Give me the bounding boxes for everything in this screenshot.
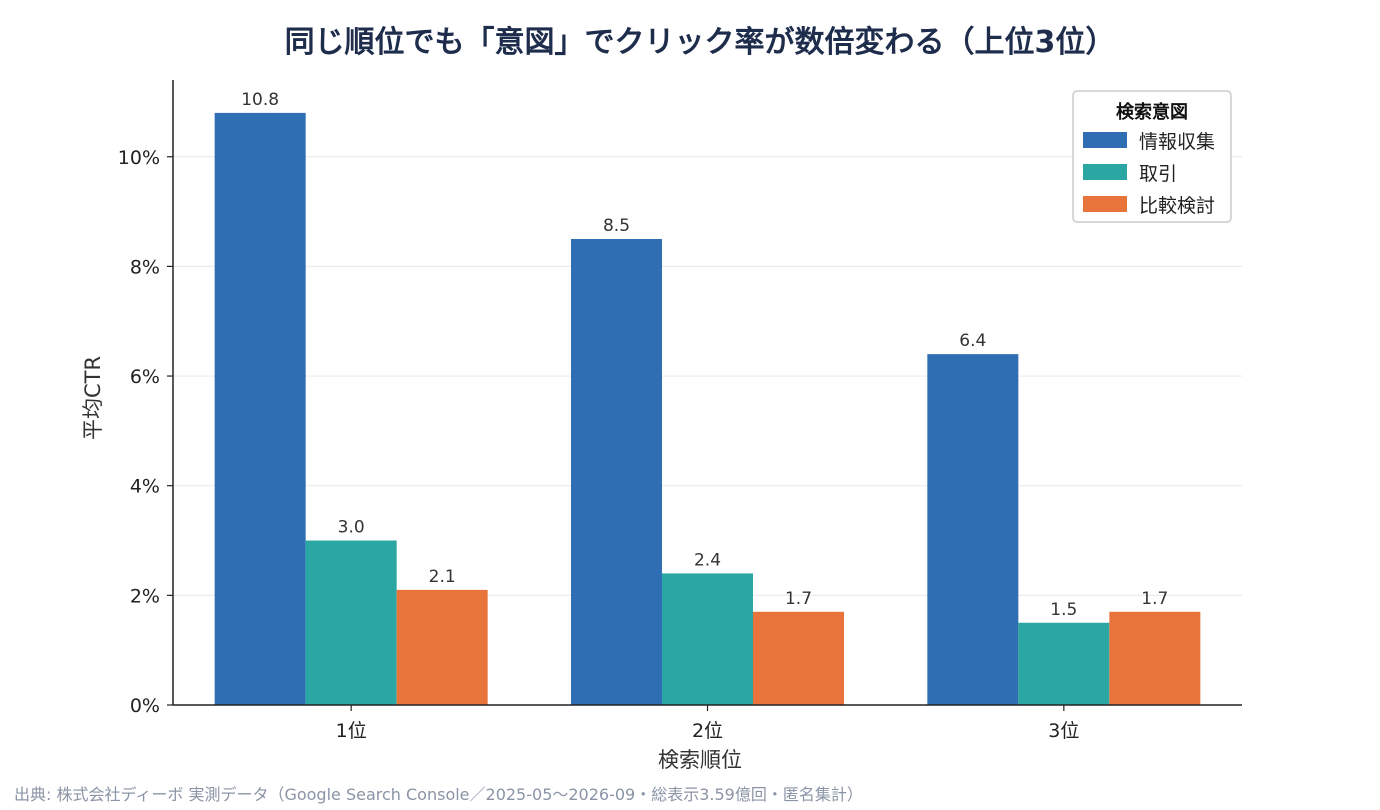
- data-labels: 10.8 3.0 2.1 8.5 2.4 1.7 6.4 1.5 1.7: [241, 90, 1168, 620]
- bar: [662, 573, 753, 705]
- x-tick-label: 2位: [692, 720, 723, 742]
- bar-value-label: 10.8: [241, 90, 279, 110]
- bar: [753, 611, 844, 705]
- bar-value-label: 3.0: [338, 518, 365, 538]
- bars: [214, 112, 1201, 706]
- bar: [396, 589, 488, 705]
- x-ticks: 1位 2位 3位: [336, 705, 1079, 742]
- y-tick-label: 2%: [130, 585, 160, 607]
- legend-entry-label: 取引: [1139, 163, 1177, 185]
- bar-value-label: 2.1: [429, 567, 456, 587]
- legend-title: 検索意図: [1116, 101, 1188, 123]
- legend-entry-label: 比較検討: [1139, 195, 1215, 217]
- bar: [927, 354, 1019, 705]
- bar-value-label: 2.4: [694, 550, 721, 570]
- y-tick-label: 8%: [130, 256, 160, 278]
- y-tick-label: 10%: [118, 147, 160, 169]
- y-tick-label: 6%: [130, 366, 160, 388]
- x-tick-label: 1位: [336, 720, 367, 742]
- legend-box: [1072, 90, 1232, 223]
- legend-entry-label: 情報収集: [1139, 131, 1215, 153]
- y-tick-label: 4%: [130, 476, 160, 498]
- bar: [571, 238, 662, 706]
- bar: [1109, 611, 1201, 705]
- bar-value-label: 8.5: [603, 216, 630, 236]
- x-axis-label: 検索順位: [658, 748, 742, 772]
- bar-value-label: 6.4: [959, 331, 986, 351]
- bar: [305, 540, 397, 705]
- x-tick-label: 3位: [1048, 720, 1079, 742]
- bar-value-label: 1.7: [785, 589, 812, 609]
- chart-title: 同じ順位でも「意図」でクリック率が数倍変わる（上位3位）: [285, 25, 1116, 60]
- bar-value-label: 1.5: [1050, 600, 1077, 620]
- legend-swatch: [1083, 132, 1127, 148]
- legend-swatch: [1083, 196, 1127, 212]
- bar: [214, 112, 306, 706]
- source-note: 出典: 株式会社ディーボ 実測データ（Google Search Console…: [14, 785, 863, 804]
- bar: [1018, 622, 1110, 705]
- legend-swatch: [1083, 164, 1127, 180]
- gridlines: [173, 156, 1242, 596]
- y-ticks: 0% 2% 4% 6% 8% 10%: [118, 147, 173, 717]
- y-tick-label: 0%: [130, 695, 160, 717]
- bar-value-label: 1.7: [1141, 589, 1168, 609]
- y-axis-label: 平均CTR: [81, 356, 105, 440]
